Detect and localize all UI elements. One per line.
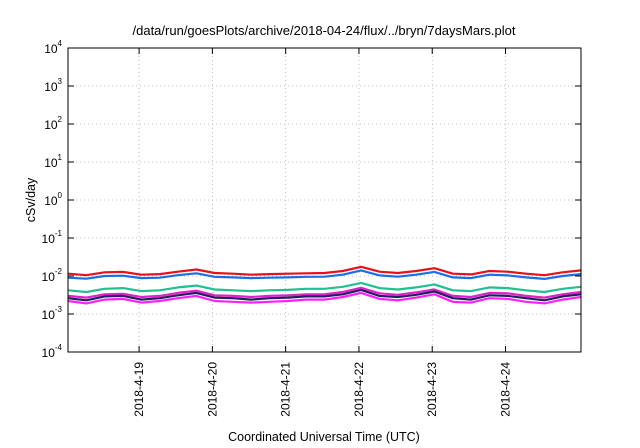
y-axis-label: cSv/day [24,177,38,222]
series-line [67,291,582,305]
grid [68,48,581,352]
x-tick-label: 2018-4-23 [425,362,439,417]
x-axis: 2018-4-19 2018-4-20 2018-4-21 2018-4-22 2018… [132,48,513,417]
y-tick-label: 100 [44,191,62,208]
y-tick-label: 102 [44,115,62,132]
x-tick-label: 2018-4-24 [499,362,513,417]
y-tick-label: 10-1 [42,229,63,246]
series-line [67,281,582,294]
x-axis-label: Coordinated Universal Time (UTC) [228,430,420,444]
y-tick-label: 103 [44,77,62,94]
x-tick-label: 2018-4-21 [279,362,293,417]
series-line [67,288,582,302]
x-tick-label: 2018-4-22 [352,362,366,417]
chart-title: /data/run/goesPlots/archive/2018-04-24/f… [133,23,516,38]
y-tick-label: 10-2 [42,267,63,284]
y-axis: 104 103 102 101 100 10-1 10-2 10-3 10-4 [42,39,581,360]
x-tick-label: 2018-4-19 [132,362,146,417]
series-line [67,286,582,299]
y-tick-label: 10-3 [42,305,63,322]
series-line [67,269,582,280]
x-tick-label: 2018-4-20 [205,362,219,417]
y-tick-label: 104 [44,39,62,56]
series-group [67,265,582,305]
series-line [67,265,582,277]
y-tick-label: 101 [44,153,62,170]
y-tick-label: 10-4 [42,343,63,360]
